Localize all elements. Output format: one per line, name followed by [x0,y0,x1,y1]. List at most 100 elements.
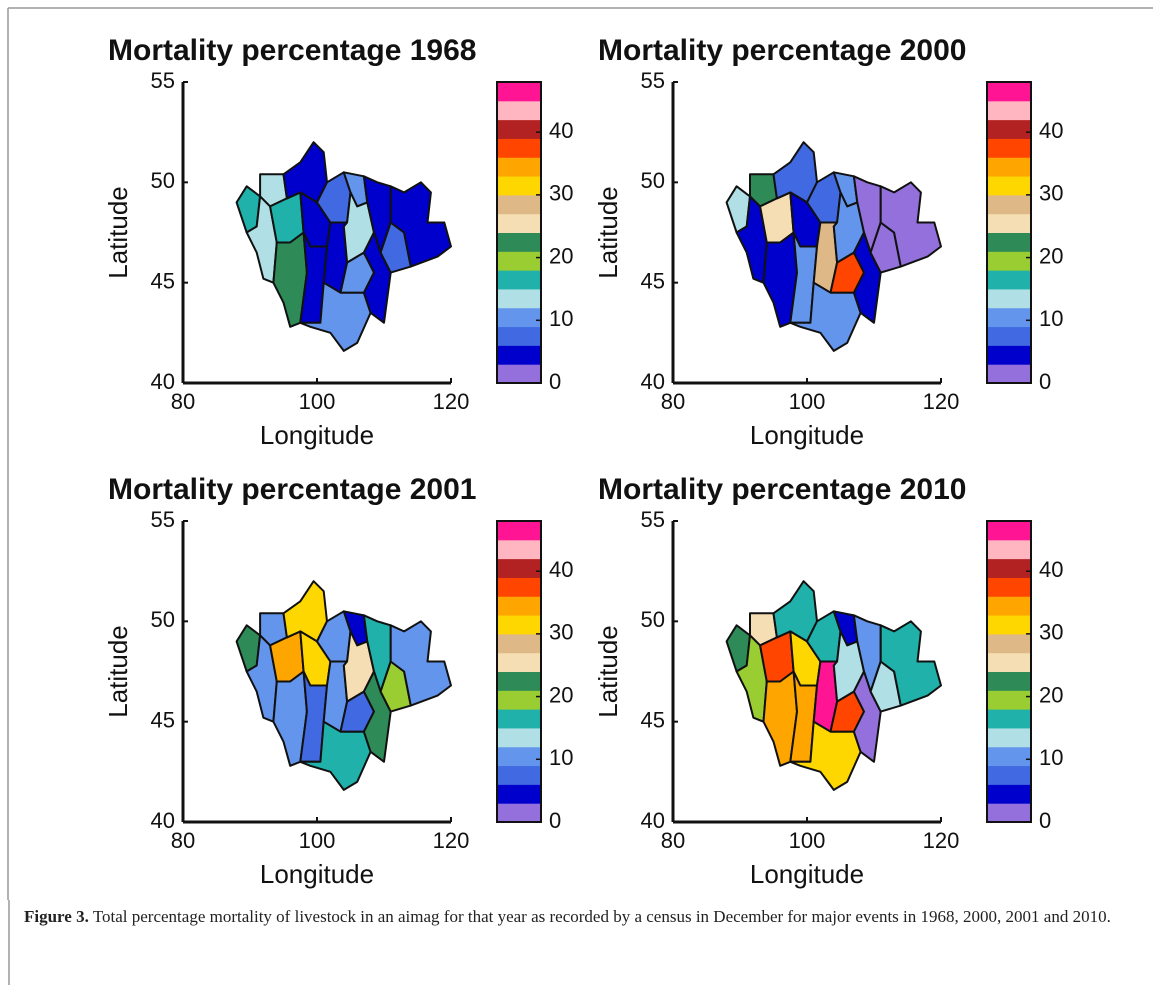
colorbar-swatch [987,138,1031,158]
colorbar-tick-label: 0 [549,369,561,394]
colorbar-swatch [987,288,1031,309]
colorbar-tick-label: 30 [549,181,573,206]
colorbar-tick-label: 20 [1039,243,1063,268]
colorbar-swatch [497,251,541,271]
colorbar-swatch [497,270,541,290]
colorbar-frame [986,81,1032,384]
x-tick-label: 100 [299,828,336,853]
colorbar-swatch [497,213,541,233]
colorbar-swatch [987,746,1031,767]
colorbar-swatch [987,364,1031,384]
aimag-region [389,620,452,707]
x-tick-label: 120 [923,389,960,414]
y-axis-label: Latitude [593,186,623,279]
y-tick-label: 55 [151,68,175,93]
colorbar-swatch [987,690,1031,710]
y-tick-label: 40 [151,369,175,394]
colorbar-swatch [987,307,1031,328]
caption-label: Figure 3. [24,907,89,926]
colorbar-swatch [497,82,541,102]
colorbar-swatch [987,652,1031,672]
y-tick-label: 45 [641,268,665,293]
colorbar-swatch [497,100,541,121]
y-tick-label: 50 [151,168,175,193]
colorbar-swatch [987,270,1031,290]
colorbar-tick-label: 30 [549,620,573,645]
colorbar-swatch [987,119,1031,139]
colorbar-swatch [497,539,541,560]
x-tick-label: 80 [171,828,195,853]
colorbar-tick-label: 40 [549,557,573,582]
x-tick-label: 120 [433,828,470,853]
y-tick-label: 50 [151,607,175,632]
x-tick-label: 80 [661,389,685,414]
panel-title: Mortality percentage 2001 [108,473,476,506]
colorbar-swatch [497,690,541,710]
colorbar-swatch [987,213,1031,233]
colorbar-tick-label: 30 [1039,181,1063,206]
colorbar-tick-label: 20 [1039,682,1063,707]
y-tick-label: 40 [641,369,665,394]
colorbar-swatch [497,727,541,748]
colorbar-swatch [497,307,541,328]
y-tick-label: 55 [641,68,665,93]
colorbar-tick-label: 10 [1039,745,1063,770]
colorbar-frame [496,520,542,823]
panel-title: Mortality percentage 1968 [108,34,476,67]
caption: Figure 3. Total percentage mortality of … [24,906,1114,928]
colorbar-tick-label: 40 [1039,118,1063,143]
caption-text: Total percentage mortality of livestock … [92,907,1111,926]
colorbar-swatch [497,671,541,691]
colorbar-swatch [497,521,541,541]
colorbar-swatch [497,709,541,729]
x-tick-label: 80 [171,389,195,414]
x-tick-label: 100 [789,389,826,414]
colorbar-tick-label: 40 [1039,557,1063,582]
colorbar-swatch [987,596,1031,616]
colorbar-swatch [987,784,1031,804]
colorbar-tick-label: 40 [549,118,573,143]
y-axis-label: Latitude [593,625,623,718]
x-tick-label: 120 [433,389,470,414]
y-tick-label: 40 [151,808,175,833]
y-tick-label: 50 [641,168,665,193]
colorbar-swatch [497,326,541,346]
aimag-region [879,620,942,707]
colorbar-swatch [497,364,541,384]
colorbar-swatch [987,633,1031,654]
y-tick-label: 45 [151,268,175,293]
colorbar-swatch [497,119,541,139]
panel-title: Mortality percentage 2000 [598,34,966,67]
colorbar-swatch [497,157,541,177]
colorbar-swatch [987,345,1031,365]
y-tick-label: 55 [641,507,665,532]
y-tick-label: 50 [641,607,665,632]
colorbar-swatch [987,326,1031,346]
y-tick-label: 55 [151,507,175,532]
y-axis-label: Latitude [103,625,133,718]
colorbar-swatch [497,652,541,672]
colorbar-swatch [987,232,1031,252]
colorbar-swatch [497,615,541,635]
y-tick-label: 45 [151,707,175,732]
colorbar-swatch [497,138,541,158]
colorbar-swatch [987,765,1031,785]
y-tick-label: 40 [641,808,665,833]
colorbar-tick-label: 0 [1039,808,1051,833]
colorbar-frame [986,520,1032,823]
colorbar-tick-label: 10 [549,745,573,770]
colorbar-swatch [497,176,541,196]
colorbar-swatch [497,784,541,804]
colorbar-swatch [497,596,541,616]
colorbar-swatch [497,577,541,597]
colorbar-swatch [987,539,1031,560]
x-axis-label: Longitude [750,859,864,889]
aimag-region [389,181,452,268]
x-tick-label: 100 [789,828,826,853]
colorbar-tick-label: 10 [1039,306,1063,331]
colorbar-swatch [987,709,1031,729]
colorbar-swatch [987,100,1031,121]
colorbar-swatch [497,288,541,309]
